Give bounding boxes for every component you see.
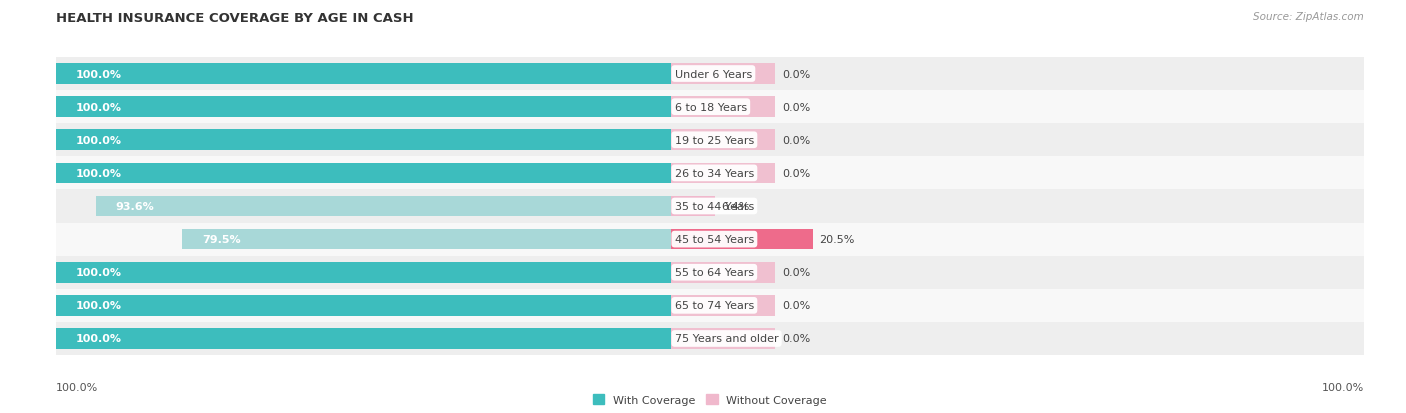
Bar <box>56 289 1364 322</box>
Bar <box>56 256 1364 289</box>
Bar <box>56 58 1364 91</box>
Bar <box>671 328 776 349</box>
Text: 20.5%: 20.5% <box>820 235 855 244</box>
Text: 6.4%: 6.4% <box>721 202 749 211</box>
Text: 100.0%: 100.0% <box>76 69 122 79</box>
Text: 0.0%: 0.0% <box>782 334 810 344</box>
Text: 55 to 64 Years: 55 to 64 Years <box>675 268 754 278</box>
Text: Under 6 Years: Under 6 Years <box>675 69 752 79</box>
Text: 100.0%: 100.0% <box>76 135 122 145</box>
Text: 19 to 25 Years: 19 to 25 Years <box>675 135 754 145</box>
Bar <box>56 97 671 118</box>
Bar <box>671 64 776 85</box>
Bar <box>56 130 671 151</box>
Bar <box>671 163 776 184</box>
Text: 0.0%: 0.0% <box>782 135 810 145</box>
Bar <box>56 163 671 184</box>
Text: 100.0%: 100.0% <box>76 268 122 278</box>
Text: 45 to 54 Years: 45 to 54 Years <box>675 235 754 244</box>
Bar <box>56 223 1364 256</box>
Bar <box>671 130 776 151</box>
Text: 100.0%: 100.0% <box>76 169 122 178</box>
Bar <box>56 190 1364 223</box>
Bar <box>56 91 1364 124</box>
Text: 6 to 18 Years: 6 to 18 Years <box>675 102 747 112</box>
Text: 0.0%: 0.0% <box>782 301 810 311</box>
Text: HEALTH INSURANCE COVERAGE BY AGE IN CASH: HEALTH INSURANCE COVERAGE BY AGE IN CASH <box>56 12 413 25</box>
Bar <box>56 124 1364 157</box>
Bar <box>56 262 671 283</box>
Text: 0.0%: 0.0% <box>782 102 810 112</box>
Text: 100.0%: 100.0% <box>76 102 122 112</box>
Bar <box>56 322 1364 355</box>
Bar <box>671 196 716 217</box>
Text: 100.0%: 100.0% <box>76 334 122 344</box>
Bar <box>671 262 776 283</box>
Text: 75 Years and older: 75 Years and older <box>675 334 779 344</box>
Bar <box>96 196 671 217</box>
Text: 100.0%: 100.0% <box>1322 382 1364 392</box>
Text: 65 to 74 Years: 65 to 74 Years <box>675 301 754 311</box>
Text: 93.6%: 93.6% <box>115 202 153 211</box>
Bar <box>56 64 671 85</box>
Text: 100.0%: 100.0% <box>76 301 122 311</box>
Text: 35 to 44 Years: 35 to 44 Years <box>675 202 754 211</box>
Text: 79.5%: 79.5% <box>202 235 240 244</box>
Text: Source: ZipAtlas.com: Source: ZipAtlas.com <box>1253 12 1364 22</box>
Text: 100.0%: 100.0% <box>56 382 98 392</box>
Bar <box>671 97 776 118</box>
Bar <box>56 295 671 316</box>
Text: 26 to 34 Years: 26 to 34 Years <box>675 169 754 178</box>
Text: 0.0%: 0.0% <box>782 69 810 79</box>
Text: 0.0%: 0.0% <box>782 268 810 278</box>
Bar <box>183 229 671 250</box>
Bar <box>56 328 671 349</box>
Legend: With Coverage, Without Coverage: With Coverage, Without Coverage <box>589 389 831 409</box>
Bar <box>56 157 1364 190</box>
Bar <box>671 295 776 316</box>
Text: 0.0%: 0.0% <box>782 169 810 178</box>
Bar <box>671 229 813 250</box>
